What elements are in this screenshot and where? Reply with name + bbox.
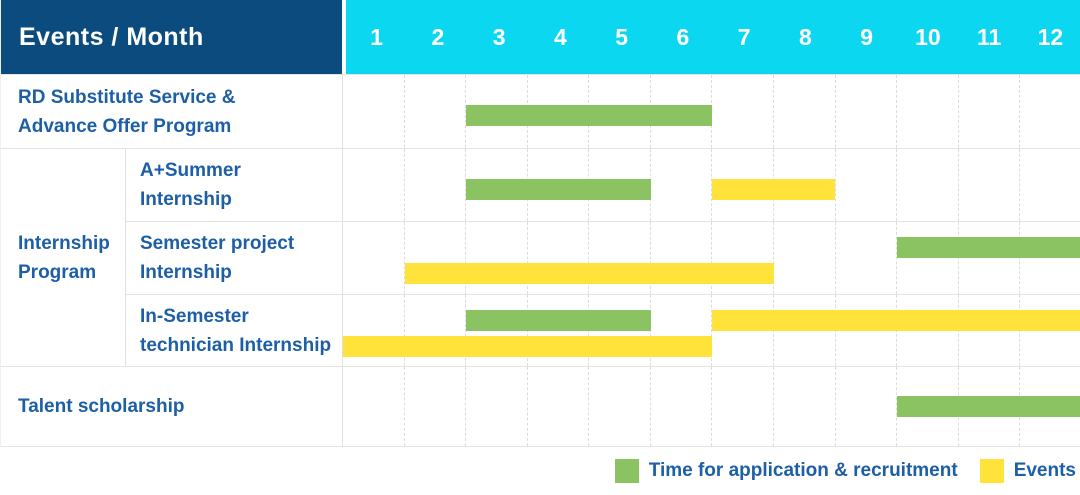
legend: Time for application & recruitment Event… xyxy=(0,447,1080,495)
row-label-rd-substitute: RD Substitute Service & Advance Offer Pr… xyxy=(1,74,342,148)
month-grid-cell xyxy=(896,149,958,221)
month-grid-cell xyxy=(343,222,404,294)
month-header-cell: 11 xyxy=(959,0,1020,74)
month-grid-cell xyxy=(773,75,835,148)
month-grid-cell xyxy=(404,367,466,446)
month-header-cell: 4 xyxy=(530,0,591,74)
legend-item-events: Events xyxy=(980,459,1076,483)
month-grid-cell xyxy=(1019,75,1080,148)
chart-row-a-plus-summer xyxy=(342,148,1080,221)
legend-label-application-recruitment: Time for application & recruitment xyxy=(649,460,958,482)
legend-label-events: Events xyxy=(1014,460,1076,482)
row-label-in-semester-technician: In-Semester technician Internship xyxy=(125,294,342,366)
month-header-cell: 9 xyxy=(836,0,897,74)
month-grid-cell xyxy=(650,367,712,446)
month-grid-cell xyxy=(773,222,835,294)
month-grid-cell xyxy=(835,222,897,294)
month-grid-cell xyxy=(527,367,589,446)
month-grid-cell xyxy=(773,367,835,446)
event-bar xyxy=(712,179,835,200)
application-recruitment-bar xyxy=(897,237,1080,258)
event-bar xyxy=(712,310,1080,331)
month-grid-cell xyxy=(404,149,466,221)
month-grid-cell xyxy=(835,149,897,221)
month-grid-cell xyxy=(588,367,650,446)
event-bar xyxy=(343,336,712,357)
row-label-a-plus-summer: A+Summer Internship xyxy=(125,148,342,221)
chart-row-semester-project xyxy=(342,221,1080,294)
group-label-internship-program: Internship Program xyxy=(1,148,125,366)
application-recruitment-bar xyxy=(466,179,651,200)
month-grid-cell xyxy=(465,367,527,446)
month-grid-cell xyxy=(835,75,897,148)
month-grid-cell xyxy=(343,75,404,148)
row-label-talent-scholarship: Talent scholarship xyxy=(1,366,342,446)
month-grid-cell xyxy=(835,367,897,446)
month-grid-cell xyxy=(343,367,404,446)
chart-row-talent-scholarship xyxy=(342,366,1080,446)
table-header-title: Events / Month xyxy=(1,0,342,74)
month-header-cell: 6 xyxy=(652,0,713,74)
month-header-cell: 1 xyxy=(346,0,407,74)
chart-row-rd-substitute xyxy=(342,74,1080,148)
month-grid-cell xyxy=(896,75,958,148)
month-header-cell: 12 xyxy=(1020,0,1080,74)
month-grid-cell xyxy=(958,75,1020,148)
month-header-cell: 10 xyxy=(897,0,958,74)
event-bar xyxy=(405,263,774,284)
month-grid-cell xyxy=(650,149,712,221)
legend-item-application-recruitment: Time for application & recruitment xyxy=(615,459,958,483)
month-grid-cell xyxy=(958,222,1020,294)
application-recruitment-bar xyxy=(466,310,651,331)
month-header-cell: 3 xyxy=(469,0,530,74)
yellow-swatch-icon xyxy=(980,459,1004,483)
month-grid-cell xyxy=(343,149,404,221)
month-grid-cell xyxy=(1019,149,1080,221)
month-header-cell: 7 xyxy=(714,0,775,74)
month-grid-cell xyxy=(404,75,466,148)
month-grid-cell xyxy=(896,222,958,294)
month-header-cell: 5 xyxy=(591,0,652,74)
green-swatch-icon xyxy=(615,459,639,483)
application-recruitment-bar xyxy=(466,105,712,126)
row-label-semester-project: Semester project Internship xyxy=(125,221,342,294)
month-grid-cell xyxy=(1019,222,1080,294)
month-grid-cell xyxy=(958,149,1020,221)
application-recruitment-bar xyxy=(897,396,1080,417)
chart-row-in-semester-technician xyxy=(342,294,1080,366)
month-header-cell: 8 xyxy=(775,0,836,74)
month-grid-cell xyxy=(711,367,773,446)
month-grid-cell xyxy=(711,75,773,148)
month-header-cell: 2 xyxy=(407,0,468,74)
